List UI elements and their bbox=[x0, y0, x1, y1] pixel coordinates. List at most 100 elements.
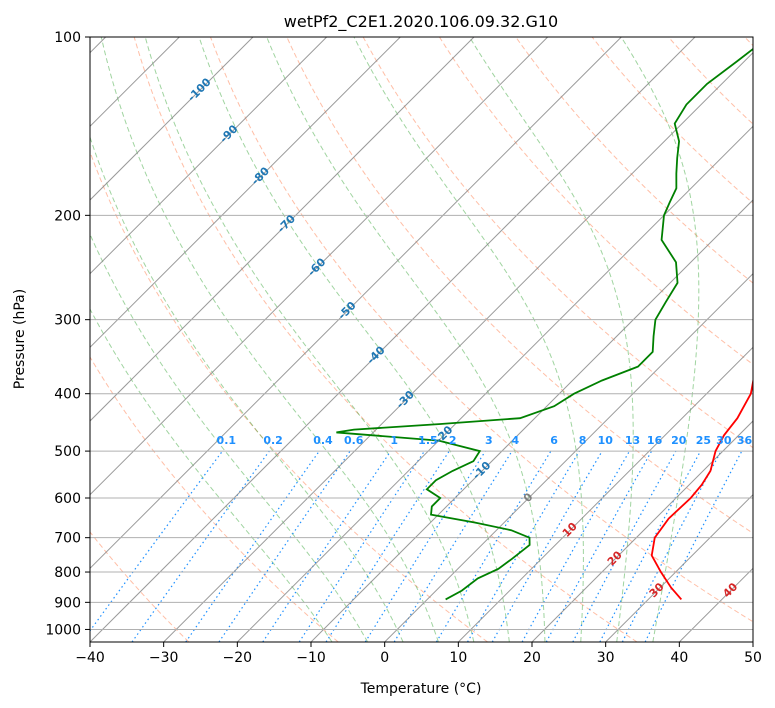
mixing-ratio-label: 0.2 bbox=[263, 434, 283, 447]
mixing-ratio-label: 20 bbox=[671, 434, 687, 447]
dewpoint-profile-line bbox=[336, 47, 753, 601]
moist-adiabat bbox=[90, 233, 369, 642]
y-tick-label: 500 bbox=[54, 444, 81, 460]
mixing-ratio-line bbox=[435, 450, 552, 642]
isotherm-line bbox=[457, 346, 753, 642]
y-tick-label: 200 bbox=[54, 208, 81, 224]
mixing-ratio-line bbox=[644, 450, 743, 642]
x-tick-label: 20 bbox=[523, 650, 541, 666]
dry-adiabat bbox=[90, 356, 339, 642]
x-tick-label: 0 bbox=[380, 650, 389, 666]
y-tick-label: 1000 bbox=[45, 622, 81, 638]
background-lines bbox=[90, 37, 753, 642]
y-tick-label: 300 bbox=[54, 313, 81, 329]
axis-ticks: −40 −30 −20 −10 0 10 20 30 40 5010020030040050060… bbox=[45, 30, 762, 666]
x-tick-label: −20 bbox=[223, 650, 253, 666]
moist-adiabat bbox=[90, 308, 333, 642]
moist-adiabat bbox=[266, 37, 546, 642]
isotherm-line bbox=[678, 567, 753, 642]
y-tick-label: 400 bbox=[54, 387, 81, 403]
mixing-ratio-label: 1.5 bbox=[418, 434, 438, 447]
plot-frame bbox=[89, 36, 754, 643]
isotherm-line bbox=[90, 37, 254, 201]
isotherm-line bbox=[531, 420, 753, 642]
grid-lines bbox=[90, 37, 753, 642]
isotherm-line bbox=[90, 37, 696, 642]
mixing-ratio-label: 4 bbox=[512, 434, 520, 447]
y-axis-label: Pressure (hPa) bbox=[12, 289, 28, 389]
y-tick-label: 900 bbox=[54, 595, 81, 611]
y-tick-label: 700 bbox=[54, 531, 81, 547]
mixing-ratio-line bbox=[572, 450, 677, 642]
profile-lines bbox=[336, 47, 753, 601]
x-tick-label: 40 bbox=[670, 650, 688, 666]
moist-adiabat bbox=[620, 37, 700, 642]
moist-adiabat bbox=[144, 37, 475, 642]
mixing-ratio-label: 36 bbox=[737, 434, 753, 447]
mixing-ratio-label: 6 bbox=[550, 434, 558, 447]
isotherm-line bbox=[90, 37, 475, 422]
mixing-ratio-label: 8 bbox=[579, 434, 587, 447]
mixing-ratio-line bbox=[599, 450, 702, 642]
x-tick-label: 30 bbox=[597, 650, 615, 666]
mixing-ratio-line bbox=[325, 450, 450, 642]
dry-adiabat bbox=[133, 37, 638, 642]
moist-adiabat bbox=[90, 135, 404, 642]
mixing-ratio-label: 2 bbox=[449, 434, 457, 447]
dry-adiabat bbox=[439, 37, 753, 366]
x-tick-label: −40 bbox=[75, 650, 105, 666]
dry-adiabat bbox=[668, 37, 753, 125]
mixing-ratio-label: 10 bbox=[598, 434, 614, 447]
mixing-ratio-line bbox=[218, 450, 351, 642]
y-tick-label: 100 bbox=[54, 30, 81, 46]
moist-adiabat bbox=[469, 37, 634, 642]
mixing-ratio-line bbox=[262, 450, 392, 642]
mixing-ratio-line bbox=[521, 450, 631, 642]
y-tick-label: 800 bbox=[54, 565, 81, 581]
mixing-ratio-label: 1 bbox=[390, 434, 398, 447]
isotherm-line bbox=[236, 125, 753, 642]
y-tick-label: 600 bbox=[54, 491, 81, 507]
mixing-ratio-line bbox=[131, 450, 270, 642]
dry-adiabat bbox=[744, 37, 753, 47]
x-tick-label: −30 bbox=[149, 650, 179, 666]
isotherm-line bbox=[90, 37, 622, 570]
mixing-ratio-line bbox=[90, 450, 223, 632]
mixing-ratio-label: 3 bbox=[485, 434, 493, 447]
isotherm-line bbox=[90, 37, 328, 275]
isotherm-line bbox=[90, 37, 401, 349]
moist-adiabat bbox=[100, 37, 439, 642]
dry-adiabat bbox=[362, 37, 753, 449]
mixing-ratio-line bbox=[298, 450, 425, 642]
chart-title: wetPf2_C2E1.2020.106.09.32.G10 bbox=[284, 12, 558, 32]
mixing-ratio-label: 0.6 bbox=[344, 434, 364, 447]
isotherm-line bbox=[605, 493, 753, 642]
moist-adiabat bbox=[198, 37, 510, 642]
x-axis-label: Temperature (°C) bbox=[360, 681, 482, 697]
isotherm-line bbox=[752, 641, 753, 642]
mixing-ratio-label: 25 bbox=[696, 434, 711, 447]
mixing-ratio-label: 13 bbox=[625, 434, 640, 447]
mixing-ratio-line bbox=[185, 450, 320, 642]
dry-adiabat bbox=[210, 37, 753, 623]
mixing-ratio-line bbox=[621, 450, 722, 642]
dry-adiabat bbox=[90, 150, 488, 642]
mixing-ratio-line bbox=[545, 450, 653, 642]
mixing-ratio-label: 0.1 bbox=[217, 434, 237, 447]
mixing-ratio-label: 16 bbox=[647, 434, 663, 447]
mixing-ratio-label: 0.4 bbox=[313, 434, 333, 447]
mixing-ratio-line bbox=[466, 450, 580, 642]
dry-adiabat bbox=[90, 531, 190, 642]
mixing-ratio-label: 30 bbox=[716, 434, 732, 447]
isotherm-line bbox=[163, 51, 753, 642]
x-tick-label: 50 bbox=[744, 650, 762, 666]
isotherm-line bbox=[384, 272, 753, 642]
mixing-ratio-line bbox=[364, 450, 486, 642]
isotherm-line bbox=[90, 37, 549, 496]
dry-adiabat bbox=[286, 37, 753, 534]
x-tick-label: 10 bbox=[449, 650, 467, 666]
dry-adiabat bbox=[591, 37, 753, 204]
dry-adiabat bbox=[515, 37, 753, 284]
x-tick-label: −10 bbox=[296, 650, 326, 666]
